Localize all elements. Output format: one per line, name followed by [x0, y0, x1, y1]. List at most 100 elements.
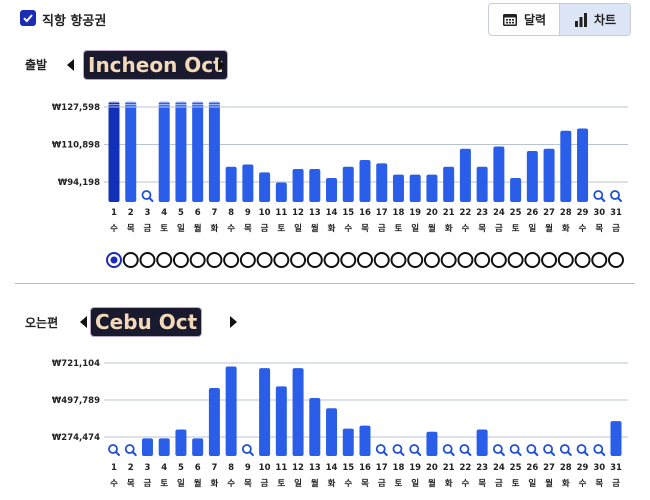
- outbound-bar[interactable]: [392, 174, 404, 202]
- outbound-bar[interactable]: [208, 101, 220, 202]
- outbound-bar[interactable]: [493, 146, 505, 202]
- outbound-day-radio[interactable]: [524, 252, 541, 268]
- outbound-bar[interactable]: [543, 148, 555, 202]
- outbound-day-radio[interactable]: [407, 252, 424, 268]
- outbound-day-radio[interactable]: [323, 252, 340, 268]
- outbound-day-radio[interactable]: [423, 252, 440, 268]
- inbound-bar[interactable]: [326, 408, 338, 456]
- inbound-no-data-search-icon[interactable]: [593, 444, 606, 456]
- outbound-day-radio[interactable]: [541, 252, 558, 268]
- outbound-day-radio[interactable]: [256, 252, 273, 268]
- outbound-bar[interactable]: [158, 101, 170, 202]
- inbound-no-data-search-icon[interactable]: [526, 444, 539, 456]
- outbound-bar[interactable]: [526, 151, 538, 202]
- outbound-bar[interactable]: [476, 166, 488, 202]
- inbound-no-data-search-icon[interactable]: [409, 444, 422, 456]
- outbound-day-radio[interactable]: [591, 252, 608, 268]
- outbound-day-radio[interactable]: [490, 252, 507, 268]
- outbound-prev-arrow-icon[interactable]: [67, 59, 74, 71]
- inbound-no-data-search-icon[interactable]: [375, 444, 388, 456]
- outbound-day-radio[interactable]: [373, 252, 390, 268]
- outbound-day-radio[interactable]: [440, 252, 457, 268]
- outbound-day-radio[interactable]: [273, 252, 290, 268]
- outbound-day-radio[interactable]: [390, 252, 407, 268]
- outbound-bar[interactable]: [125, 101, 137, 202]
- outbound-day-radio[interactable]: [172, 252, 189, 268]
- chart-view-button[interactable]: 차트: [559, 4, 630, 35]
- outbound-no-data-search-icon[interactable]: [593, 190, 606, 202]
- direct-flight-checkbox[interactable]: [20, 10, 36, 26]
- outbound-day-radio[interactable]: [557, 252, 574, 268]
- inbound-bar[interactable]: [175, 429, 187, 456]
- outbound-bar[interactable]: [309, 168, 321, 202]
- inbound-no-data-search-icon[interactable]: [124, 444, 137, 456]
- inbound-bar[interactable]: [158, 438, 170, 456]
- inbound-bar[interactable]: [309, 397, 321, 456]
- inbound-no-data-search-icon[interactable]: [576, 444, 589, 456]
- outbound-bar[interactable]: [443, 166, 455, 202]
- outbound-no-data-search-icon[interactable]: [141, 190, 154, 202]
- outbound-bar[interactable]: [342, 166, 354, 202]
- outbound-bar[interactable]: [359, 159, 371, 202]
- outbound-bar[interactable]: [225, 166, 237, 202]
- inbound-no-data-search-icon[interactable]: [392, 444, 405, 456]
- inbound-bar[interactable]: [359, 425, 371, 456]
- inbound-no-data-search-icon[interactable]: [543, 444, 556, 456]
- inbound-no-data-search-icon[interactable]: [108, 444, 120, 456]
- outbound-day-radio[interactable]: [122, 252, 139, 268]
- outbound-day-radio[interactable]: [189, 252, 206, 268]
- inbound-bar[interactable]: [342, 428, 354, 456]
- outbound-day-radio[interactable]: [239, 252, 256, 268]
- outbound-day-radio[interactable]: [357, 252, 373, 268]
- outbound-day-radio[interactable]: [608, 252, 624, 268]
- inbound-bar[interactable]: [275, 386, 287, 456]
- inbound-bar[interactable]: [192, 438, 204, 456]
- inbound-bar[interactable]: [610, 421, 622, 456]
- outbound-next-arrow-icon[interactable]: [218, 59, 225, 71]
- outbound-bar[interactable]: [560, 130, 572, 202]
- outbound-bar[interactable]: [175, 101, 187, 202]
- outbound-bar[interactable]: [326, 177, 338, 202]
- outbound-bar[interactable]: [242, 164, 254, 202]
- inbound-bar[interactable]: [141, 438, 153, 456]
- outbound-bar[interactable]: [409, 174, 421, 202]
- outbound-route-chip[interactable]: Incheon Oct: [83, 50, 228, 80]
- outbound-day-radio[interactable]: [290, 252, 307, 268]
- outbound-day-radio[interactable]: [306, 252, 323, 268]
- outbound-bar[interactable]: [192, 101, 204, 202]
- outbound-bar[interactable]: [275, 182, 287, 202]
- outbound-bar[interactable]: [510, 177, 522, 202]
- outbound-day-radio[interactable]: [156, 252, 173, 268]
- outbound-bar[interactable]: [376, 163, 388, 202]
- outbound-bar[interactable]: [292, 168, 304, 202]
- inbound-bar[interactable]: [259, 368, 271, 456]
- inbound-bar[interactable]: [208, 388, 220, 456]
- outbound-day-radio[interactable]: [139, 252, 156, 268]
- outbound-day-radio[interactable]: [206, 252, 223, 268]
- inbound-next-arrow-icon[interactable]: [230, 316, 237, 328]
- inbound-prev-arrow-icon[interactable]: [80, 316, 87, 328]
- outbound-day-radio[interactable]: [574, 252, 591, 268]
- inbound-bar[interactable]: [225, 366, 237, 456]
- inbound-bar[interactable]: [476, 429, 488, 456]
- outbound-day-radio[interactable]: [507, 252, 524, 268]
- outbound-bar[interactable]: [108, 101, 120, 202]
- inbound-route-chip[interactable]: Cebu Oct: [90, 307, 203, 337]
- outbound-bar[interactable]: [459, 148, 471, 202]
- outbound-bar[interactable]: [426, 174, 438, 202]
- inbound-no-data-search-icon[interactable]: [559, 444, 572, 456]
- inbound-bar[interactable]: [426, 431, 438, 456]
- inbound-no-data-search-icon[interactable]: [459, 444, 472, 456]
- calendar-view-button[interactable]: 달력: [489, 4, 559, 35]
- inbound-no-data-search-icon[interactable]: [492, 444, 505, 456]
- outbound-day-radio[interactable]: [474, 252, 491, 268]
- outbound-day-radio[interactable]: [223, 252, 240, 268]
- direct-flight-label[interactable]: 직항 항공권: [42, 14, 107, 29]
- inbound-bar[interactable]: [292, 368, 304, 456]
- inbound-no-data-search-icon[interactable]: [509, 444, 522, 456]
- outbound-day-radio[interactable]: [457, 252, 474, 268]
- inbound-no-data-search-icon[interactable]: [241, 444, 254, 456]
- outbound-bar[interactable]: [259, 172, 271, 202]
- outbound-no-data-search-icon[interactable]: [610, 190, 622, 202]
- outbound-bar[interactable]: [577, 128, 589, 202]
